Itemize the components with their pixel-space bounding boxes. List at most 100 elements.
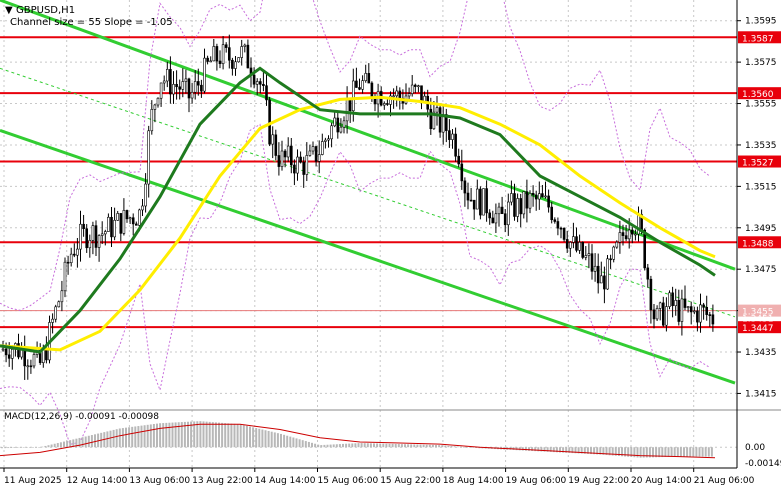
macd-bar — [379, 443, 382, 448]
candle-body — [113, 219, 116, 238]
macd-bar — [196, 421, 199, 448]
macd-bar — [404, 444, 406, 448]
candle-body — [215, 46, 219, 62]
candle-body — [482, 188, 485, 216]
candle-body — [206, 57, 209, 62]
level-label: 1.3447 — [742, 324, 774, 334]
level-label-bg — [738, 31, 781, 44]
candle-body — [643, 229, 647, 269]
candle-body — [671, 292, 674, 307]
candle-body — [131, 217, 135, 225]
candle-body — [293, 164, 296, 174]
macd-bar — [363, 443, 366, 448]
macd-bar — [183, 421, 186, 448]
macd-bar — [698, 447, 701, 457]
candle-body — [355, 80, 358, 88]
candle-body — [311, 146, 315, 152]
candle-body — [66, 261, 70, 264]
candle-body — [367, 73, 371, 84]
macd-bar — [332, 444, 335, 448]
candle-body — [252, 74, 256, 85]
macd-bar — [227, 423, 230, 448]
candle-body — [23, 348, 27, 367]
macd-bar — [180, 422, 183, 448]
macd-bar — [683, 447, 685, 457]
macd-bar — [360, 443, 363, 448]
candle-body — [289, 145, 293, 166]
candle-body — [94, 225, 98, 248]
candle-body — [224, 44, 228, 48]
macd-bar — [667, 447, 670, 457]
candle-body — [463, 180, 467, 194]
macd-bar — [41, 446, 44, 448]
macd-bar — [171, 422, 174, 448]
candle-body — [324, 139, 327, 142]
time-tick-label: 21 Aug 06:00 — [694, 476, 755, 486]
macd-bar — [252, 427, 255, 448]
macd-bar — [32, 447, 34, 448]
macd-bar — [670, 447, 673, 457]
macd-bar — [307, 441, 310, 448]
macd-bar — [431, 444, 434, 448]
candle-body — [128, 217, 132, 220]
macd-bar — [608, 447, 611, 456]
candle-body — [590, 253, 594, 272]
candle-body — [479, 188, 482, 216]
macd-bar — [599, 447, 602, 455]
candle-body — [448, 130, 451, 140]
candle-body — [345, 99, 349, 122]
macd-bar — [112, 429, 115, 448]
candle-body — [190, 91, 194, 99]
candle-body — [317, 154, 321, 162]
candle-body — [553, 219, 557, 222]
level-label: 1.3527 — [742, 159, 774, 169]
candle-body — [237, 57, 240, 63]
candle-body — [286, 145, 290, 158]
candle-body — [386, 103, 389, 105]
candle-body — [221, 44, 225, 64]
macd-bar — [44, 445, 47, 448]
candle-body — [299, 156, 302, 163]
candle-body — [228, 47, 231, 61]
candle-body — [265, 85, 268, 101]
candle-body — [187, 78, 191, 99]
macd-bar — [66, 440, 69, 448]
macd-bar — [438, 445, 441, 448]
candle-body — [488, 212, 492, 219]
candle-body — [45, 349, 48, 361]
candle-body — [79, 223, 82, 250]
macd-bar — [326, 444, 329, 448]
candle-body — [661, 302, 665, 326]
candle-body — [308, 150, 312, 156]
macd-bar — [230, 423, 233, 448]
candle-body — [599, 275, 603, 284]
candle-body — [60, 290, 64, 303]
candle-body — [615, 241, 619, 248]
macd-bar — [596, 447, 599, 455]
macd-bar — [416, 444, 419, 448]
macd-bar — [469, 447, 472, 448]
macd-bar — [357, 443, 360, 448]
candle-body — [54, 306, 58, 320]
candle-body — [88, 240, 92, 249]
macd-bar — [466, 447, 468, 448]
candle-body — [451, 133, 454, 140]
macd-bar — [298, 439, 301, 448]
candle-body — [348, 99, 352, 112]
candle-body — [692, 310, 696, 313]
time-tick-label: 19 Aug 06:00 — [506, 476, 567, 486]
level-label: 1.3587 — [742, 34, 774, 44]
candle-body — [525, 191, 529, 209]
macd-bar — [410, 444, 413, 448]
candle-body — [302, 161, 306, 175]
macd-bar — [75, 438, 78, 448]
macd-bar — [540, 447, 543, 452]
price-tick-label: 1.3595 — [745, 17, 777, 27]
macd-bar — [376, 443, 379, 448]
macd-bar — [47, 445, 50, 448]
macd-bar — [428, 444, 431, 448]
macd-bar — [19, 447, 22, 448]
candle-body — [578, 242, 581, 251]
macd-bar — [81, 437, 84, 448]
